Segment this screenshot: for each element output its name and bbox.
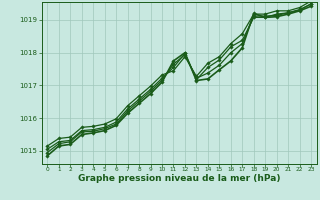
- X-axis label: Graphe pression niveau de la mer (hPa): Graphe pression niveau de la mer (hPa): [78, 174, 280, 183]
